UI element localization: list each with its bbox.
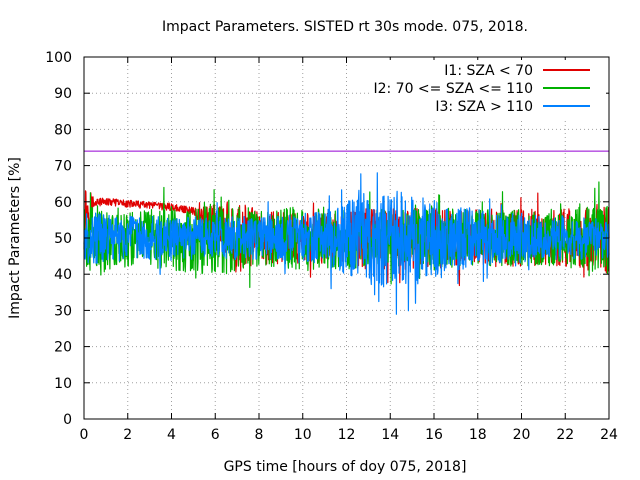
y-tick-label: 90 — [54, 86, 72, 102]
y-tick-label: 100 — [45, 50, 72, 66]
y-tick-label: 0 — [63, 412, 72, 428]
y-tick-label: 70 — [54, 159, 72, 175]
x-tick-label: 24 — [600, 427, 618, 443]
y-axis-label: Impact Parameters [%] — [7, 157, 23, 319]
x-tick-label: 22 — [556, 427, 574, 443]
series-layer — [83, 172, 610, 315]
legend-label-i3: I3: SZA > 110 — [435, 99, 533, 115]
legend-label-i2: I2: 70 <= SZA <= 110 — [373, 81, 533, 97]
x-tick-label: 0 — [80, 427, 89, 443]
y-tick-label: 60 — [54, 195, 72, 211]
y-tick-label: 80 — [54, 122, 72, 138]
legend: I1: SZA < 70 I2: 70 <= SZA <= 110 I3: SZ… — [370, 60, 606, 120]
x-tick-label: 20 — [513, 427, 531, 443]
x-tick-label: 4 — [167, 427, 176, 443]
series-line-i3 — [83, 172, 610, 315]
x-axis-label: GPS time [hours of doy 075, 2018] — [224, 459, 467, 475]
x-tick-label: 16 — [425, 427, 443, 443]
x-tick-label: 12 — [338, 427, 356, 443]
chart-title: Impact Parameters. SISTED rt 30s mode. 0… — [162, 19, 528, 35]
y-tick-label: 10 — [54, 376, 72, 392]
y-tick-label: 40 — [54, 267, 72, 283]
x-tick-label: 2 — [123, 427, 132, 443]
x-tick-label: 10 — [294, 427, 312, 443]
x-tick-label: 14 — [381, 427, 399, 443]
tick-labels: 0 2 4 6 8 10 12 14 16 18 20 22 240102030405060708090… — [45, 50, 618, 443]
axis-ticks — [83, 56, 610, 420]
x-tick-label: 6 — [211, 427, 220, 443]
x-tick-label: 18 — [469, 427, 487, 443]
x-tick-label: 8 — [255, 427, 264, 443]
y-tick-label: 20 — [54, 340, 72, 356]
y-tick-label: 50 — [54, 231, 72, 247]
legend-label-i1: I1: SZA < 70 — [444, 63, 533, 79]
y-tick-label: 30 — [54, 303, 72, 319]
